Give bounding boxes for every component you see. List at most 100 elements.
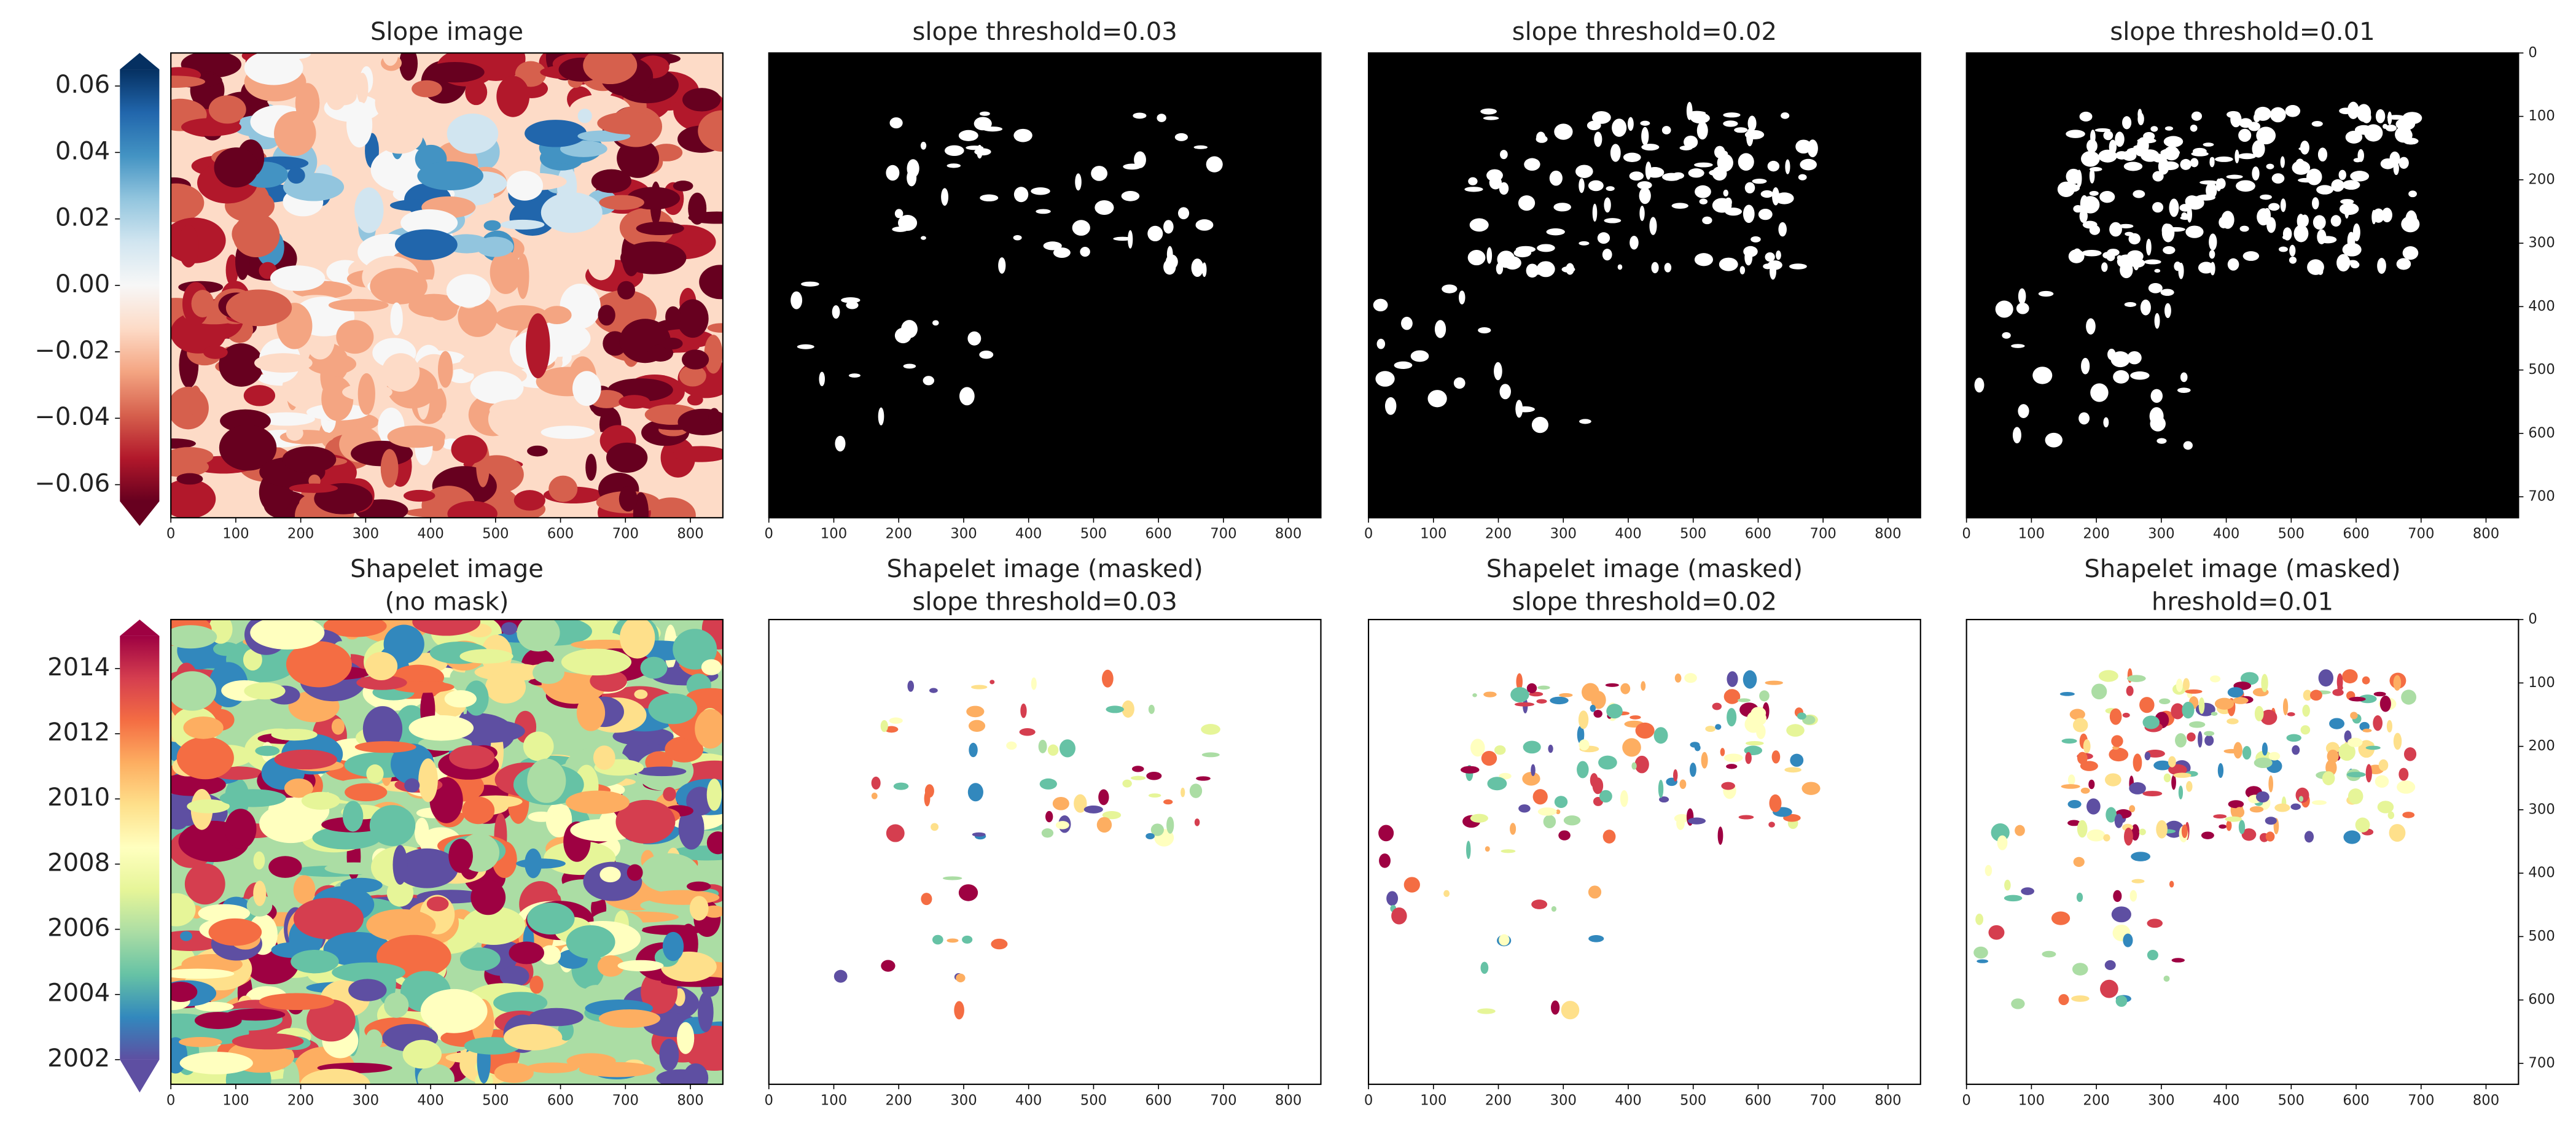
image-texture	[2332, 689, 2344, 696]
image-texture	[884, 726, 899, 733]
image-texture	[967, 783, 983, 802]
image-texture	[1588, 180, 1604, 192]
image-texture	[2234, 149, 2239, 163]
image-texture	[396, 848, 459, 888]
image-texture	[2198, 262, 2214, 274]
image-texture	[797, 344, 814, 349]
image-texture	[1546, 228, 1565, 236]
image-texture	[1639, 187, 1651, 204]
image-texture	[921, 893, 932, 906]
image-texture	[1494, 745, 1506, 755]
image-texture	[2192, 147, 2207, 155]
image-texture	[1181, 787, 1185, 798]
image-texture	[1053, 247, 1071, 258]
image-texture	[1379, 853, 1391, 868]
image-texture	[1543, 815, 1556, 829]
image-texture	[2233, 697, 2249, 704]
image-texture	[2348, 737, 2363, 747]
image-texture	[2242, 746, 2252, 760]
image-texture	[1531, 899, 1548, 909]
image-texture	[1641, 681, 1646, 691]
x-tick-label: 800	[1275, 1092, 1302, 1108]
image-texture	[1515, 246, 1536, 253]
image-texture	[447, 113, 499, 154]
image-texture	[2228, 800, 2244, 809]
image-texture	[208, 95, 246, 124]
image-texture	[493, 322, 509, 366]
image-texture	[2096, 388, 2105, 395]
image-texture	[332, 962, 405, 983]
x-tick-label: 600	[1145, 526, 1171, 542]
image-texture	[673, 181, 693, 192]
image-texture	[1702, 216, 1712, 225]
image-texture	[324, 862, 383, 875]
image-texture	[641, 925, 704, 935]
image-texture	[1590, 773, 1598, 788]
image-texture	[214, 147, 259, 188]
image-texture	[509, 941, 544, 965]
image-texture	[2122, 150, 2137, 161]
image-texture	[1551, 906, 1557, 912]
image-texture	[2129, 890, 2137, 902]
image-texture	[833, 969, 848, 983]
image-texture	[1510, 687, 1529, 702]
image-texture	[2106, 807, 2117, 823]
x-tick-label: 200	[287, 526, 314, 542]
image-texture	[244, 53, 303, 85]
image-texture	[2015, 825, 2025, 836]
image-texture	[2316, 185, 2333, 195]
image-texture	[1459, 290, 1466, 305]
image-texture	[2242, 251, 2260, 261]
image-texture	[1500, 150, 1508, 160]
image-texture	[1738, 815, 1754, 820]
x-tick-label: 800	[1875, 526, 1901, 542]
image	[1966, 619, 2519, 1085]
x-tick-label: 500	[482, 1092, 509, 1108]
image-texture	[1536, 699, 1547, 704]
image-texture	[2385, 125, 2397, 132]
image-texture	[1688, 111, 1706, 115]
image-texture	[2004, 879, 2011, 891]
image-texture	[2147, 918, 2163, 928]
image-texture	[1726, 764, 1738, 769]
image-texture	[648, 693, 698, 724]
image-texture	[2117, 255, 2122, 260]
image-texture	[659, 1038, 679, 1071]
image-texture	[1558, 830, 1571, 841]
image-texture	[1486, 169, 1503, 182]
image-texture	[2381, 208, 2392, 223]
image-texture	[1689, 763, 1696, 777]
image-texture	[2083, 739, 2091, 754]
x-tick-label: 600	[1745, 1092, 1771, 1108]
image-texture	[1664, 263, 1672, 273]
image-texture	[179, 1036, 222, 1047]
image-texture	[323, 619, 387, 637]
image-texture	[968, 720, 986, 732]
image-texture	[2234, 807, 2245, 818]
image-texture	[931, 823, 939, 831]
image-texture	[835, 435, 846, 452]
image-texture	[2186, 196, 2204, 210]
image-texture	[1480, 961, 1489, 974]
image-texture	[894, 327, 911, 344]
image-texture	[2103, 834, 2110, 842]
image-texture	[171, 893, 196, 926]
image-texture	[2209, 233, 2217, 250]
image-texture	[1653, 727, 1668, 744]
image-texture	[1434, 320, 1446, 338]
image-texture	[2089, 190, 2099, 196]
image-texture	[195, 1001, 234, 1012]
image-texture	[171, 438, 196, 449]
image-texture	[2166, 227, 2185, 232]
image-texture	[270, 265, 326, 291]
image-texture	[1705, 726, 1716, 732]
image-texture	[392, 681, 455, 693]
image-texture	[191, 290, 214, 318]
image-texture	[1384, 397, 1397, 415]
image-texture	[255, 745, 280, 756]
x-tick-label: 700	[1210, 1092, 1236, 1108]
image-texture	[1113, 236, 1132, 241]
image-texture	[662, 931, 684, 961]
image-texture	[2214, 156, 2233, 162]
image-texture	[2278, 246, 2288, 252]
